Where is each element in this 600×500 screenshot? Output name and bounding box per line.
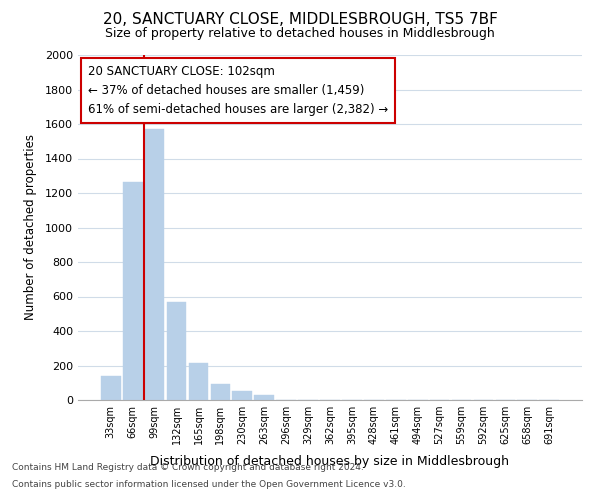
Bar	[254, 395, 274, 400]
Text: 20 SANCTUARY CLOSE: 102sqm
← 37% of detached houses are smaller (1,459)
61% of s: 20 SANCTUARY CLOSE: 102sqm ← 37% of deta…	[88, 66, 388, 116]
Bar	[211, 384, 230, 400]
Bar	[232, 392, 252, 400]
Text: Contains HM Land Registry data © Crown copyright and database right 2024.: Contains HM Land Registry data © Crown c…	[12, 464, 364, 472]
Text: Size of property relative to detached houses in Middlesbrough: Size of property relative to detached ho…	[105, 28, 495, 40]
Y-axis label: Number of detached properties: Number of detached properties	[23, 134, 37, 320]
Text: 20, SANCTUARY CLOSE, MIDDLESBROUGH, TS5 7BF: 20, SANCTUARY CLOSE, MIDDLESBROUGH, TS5 …	[103, 12, 497, 28]
Text: Contains public sector information licensed under the Open Government Licence v3: Contains public sector information licen…	[12, 480, 406, 489]
Bar	[188, 363, 208, 400]
Bar	[167, 302, 187, 400]
Bar	[145, 129, 164, 400]
Bar	[101, 376, 121, 400]
Bar	[123, 182, 143, 400]
X-axis label: Distribution of detached houses by size in Middlesbrough: Distribution of detached houses by size …	[151, 456, 509, 468]
